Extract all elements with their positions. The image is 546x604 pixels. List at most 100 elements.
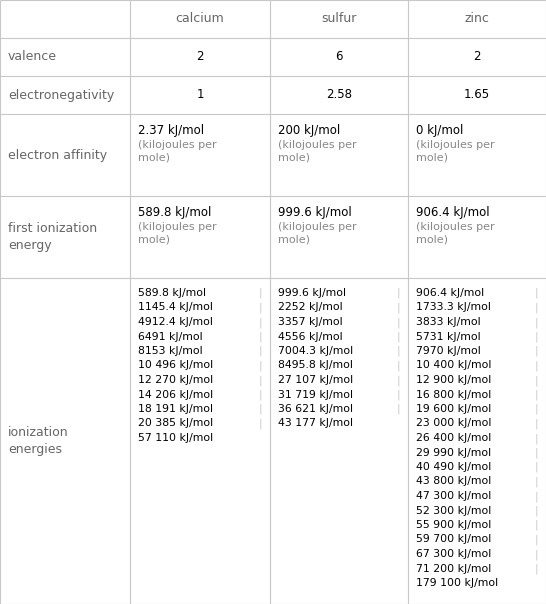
Text: 7970 kJ/mol: 7970 kJ/mol [416, 346, 480, 356]
Text: 4556 kJ/mol: 4556 kJ/mol [278, 332, 343, 341]
Text: 2252 kJ/mol: 2252 kJ/mol [278, 303, 343, 312]
Text: 999.6 kJ/mol: 999.6 kJ/mol [278, 206, 352, 219]
Text: |: | [396, 332, 400, 342]
Text: zinc: zinc [465, 13, 489, 25]
Text: 71 200 kJ/mol: 71 200 kJ/mol [416, 564, 491, 574]
Text: |: | [535, 520, 538, 530]
Text: 1: 1 [196, 89, 204, 101]
Text: |: | [396, 375, 400, 385]
Text: electron affinity: electron affinity [8, 149, 107, 161]
Text: 2.58: 2.58 [326, 89, 352, 101]
Text: |: | [258, 288, 262, 298]
Text: 906.4 kJ/mol: 906.4 kJ/mol [416, 288, 484, 298]
Text: 2.37 kJ/mol: 2.37 kJ/mol [138, 124, 204, 137]
Text: 23 000 kJ/mol: 23 000 kJ/mol [416, 419, 491, 428]
Text: 67 300 kJ/mol: 67 300 kJ/mol [416, 549, 491, 559]
Text: (kilojoules per
mole): (kilojoules per mole) [416, 222, 495, 245]
Text: |: | [535, 346, 538, 356]
Text: valence: valence [8, 51, 57, 63]
Text: |: | [396, 404, 400, 414]
Text: 4912.4 kJ/mol: 4912.4 kJ/mol [138, 317, 213, 327]
Text: 27 107 kJ/mol: 27 107 kJ/mol [278, 375, 353, 385]
Text: 14 206 kJ/mol: 14 206 kJ/mol [138, 390, 213, 399]
Text: |: | [258, 404, 262, 414]
Text: |: | [535, 491, 538, 501]
Text: 43 800 kJ/mol: 43 800 kJ/mol [416, 477, 491, 486]
Text: 8153 kJ/mol: 8153 kJ/mol [138, 346, 203, 356]
Text: |: | [535, 303, 538, 313]
Text: 0 kJ/mol: 0 kJ/mol [416, 124, 464, 137]
Text: 31 719 kJ/mol: 31 719 kJ/mol [278, 390, 353, 399]
Text: 8495.8 kJ/mol: 8495.8 kJ/mol [278, 361, 353, 370]
Text: 43 177 kJ/mol: 43 177 kJ/mol [278, 419, 353, 428]
Text: |: | [535, 390, 538, 400]
Text: |: | [535, 317, 538, 327]
Text: 16 800 kJ/mol: 16 800 kJ/mol [416, 390, 491, 399]
Text: 589.8 kJ/mol: 589.8 kJ/mol [138, 288, 206, 298]
Text: 3357 kJ/mol: 3357 kJ/mol [278, 317, 343, 327]
Text: 29 990 kJ/mol: 29 990 kJ/mol [416, 448, 491, 457]
Text: (kilojoules per
mole): (kilojoules per mole) [278, 140, 357, 162]
Text: 1.65: 1.65 [464, 89, 490, 101]
Text: |: | [396, 288, 400, 298]
Text: |: | [535, 549, 538, 559]
Text: calcium: calcium [176, 13, 224, 25]
Text: |: | [258, 303, 262, 313]
Text: 26 400 kJ/mol: 26 400 kJ/mol [416, 433, 491, 443]
Text: |: | [535, 564, 538, 574]
Text: |: | [258, 375, 262, 385]
Text: |: | [396, 390, 400, 400]
Text: ionization
energies: ionization energies [8, 425, 69, 457]
Text: 6491 kJ/mol: 6491 kJ/mol [138, 332, 203, 341]
Text: 12 270 kJ/mol: 12 270 kJ/mol [138, 375, 213, 385]
Text: |: | [258, 390, 262, 400]
Text: |: | [396, 317, 400, 327]
Text: 20 385 kJ/mol: 20 385 kJ/mol [138, 419, 213, 428]
Text: 7004.3 kJ/mol: 7004.3 kJ/mol [278, 346, 353, 356]
Text: 18 191 kJ/mol: 18 191 kJ/mol [138, 404, 213, 414]
Text: 5731 kJ/mol: 5731 kJ/mol [416, 332, 480, 341]
Text: 6: 6 [335, 51, 343, 63]
Text: |: | [258, 332, 262, 342]
Text: 2: 2 [196, 51, 204, 63]
Text: (kilojoules per
mole): (kilojoules per mole) [138, 222, 217, 245]
Text: 10 496 kJ/mol: 10 496 kJ/mol [138, 361, 213, 370]
Text: 179 100 kJ/mol: 179 100 kJ/mol [416, 578, 498, 588]
Text: |: | [535, 288, 538, 298]
Text: |: | [535, 375, 538, 385]
Text: first ionization
energy: first ionization energy [8, 222, 97, 252]
Text: |: | [396, 346, 400, 356]
Text: (kilojoules per
mole): (kilojoules per mole) [278, 222, 357, 245]
Text: 55 900 kJ/mol: 55 900 kJ/mol [416, 520, 491, 530]
Text: |: | [258, 317, 262, 327]
Text: |: | [535, 535, 538, 545]
Text: |: | [535, 506, 538, 516]
Text: |: | [258, 419, 262, 429]
Text: 10 400 kJ/mol: 10 400 kJ/mol [416, 361, 491, 370]
Text: electronegativity: electronegativity [8, 89, 114, 101]
Text: |: | [535, 404, 538, 414]
Text: 59 700 kJ/mol: 59 700 kJ/mol [416, 535, 491, 544]
Text: |: | [535, 419, 538, 429]
Text: 52 300 kJ/mol: 52 300 kJ/mol [416, 506, 491, 515]
Text: (kilojoules per
mole): (kilojoules per mole) [138, 140, 217, 162]
Text: sulfur: sulfur [321, 13, 357, 25]
Text: 2: 2 [473, 51, 480, 63]
Text: |: | [258, 346, 262, 356]
Text: |: | [535, 361, 538, 371]
Text: 19 600 kJ/mol: 19 600 kJ/mol [416, 404, 491, 414]
Text: 57 110 kJ/mol: 57 110 kJ/mol [138, 433, 213, 443]
Text: 40 490 kJ/mol: 40 490 kJ/mol [416, 462, 491, 472]
Text: (kilojoules per
mole): (kilojoules per mole) [416, 140, 495, 162]
Text: 3833 kJ/mol: 3833 kJ/mol [416, 317, 480, 327]
Text: 906.4 kJ/mol: 906.4 kJ/mol [416, 206, 490, 219]
Text: 200 kJ/mol: 200 kJ/mol [278, 124, 340, 137]
Text: |: | [535, 433, 538, 443]
Text: 12 900 kJ/mol: 12 900 kJ/mol [416, 375, 491, 385]
Text: |: | [258, 361, 262, 371]
Text: |: | [396, 303, 400, 313]
Text: 1145.4 kJ/mol: 1145.4 kJ/mol [138, 303, 213, 312]
Text: 589.8 kJ/mol: 589.8 kJ/mol [138, 206, 211, 219]
Text: 36 621 kJ/mol: 36 621 kJ/mol [278, 404, 353, 414]
Text: |: | [535, 448, 538, 458]
